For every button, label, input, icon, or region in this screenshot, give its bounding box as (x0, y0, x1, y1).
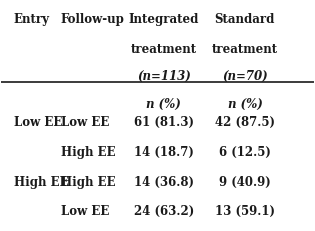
Text: treatment: treatment (212, 43, 278, 55)
Text: Integrated: Integrated (129, 13, 199, 26)
Text: High EE: High EE (61, 175, 115, 188)
Text: 13 (59.1): 13 (59.1) (215, 204, 275, 217)
Text: 61 (81.3): 61 (81.3) (134, 116, 194, 128)
Text: Standard: Standard (215, 13, 275, 26)
Text: 9 (40.9): 9 (40.9) (219, 175, 271, 188)
Text: treatment: treatment (131, 43, 197, 55)
Text: High EE: High EE (61, 145, 115, 158)
Text: Low EE: Low EE (14, 116, 62, 128)
Text: 14 (18.7): 14 (18.7) (134, 145, 194, 158)
Text: n (%): n (%) (146, 97, 181, 110)
Text: (n=113): (n=113) (137, 70, 191, 83)
Text: (n=70): (n=70) (222, 70, 268, 83)
Text: Entry: Entry (14, 13, 50, 26)
Text: 24 (63.2): 24 (63.2) (134, 204, 194, 217)
Text: Low EE: Low EE (61, 204, 109, 217)
Text: 14 (36.8): 14 (36.8) (134, 175, 194, 188)
Text: Low EE: Low EE (61, 116, 109, 128)
Text: 6 (12.5): 6 (12.5) (219, 145, 271, 158)
Text: 42 (87.5): 42 (87.5) (215, 116, 275, 128)
Text: High EE: High EE (14, 175, 68, 188)
Text: n (%): n (%) (227, 97, 262, 110)
Text: Follow-up: Follow-up (61, 13, 125, 26)
